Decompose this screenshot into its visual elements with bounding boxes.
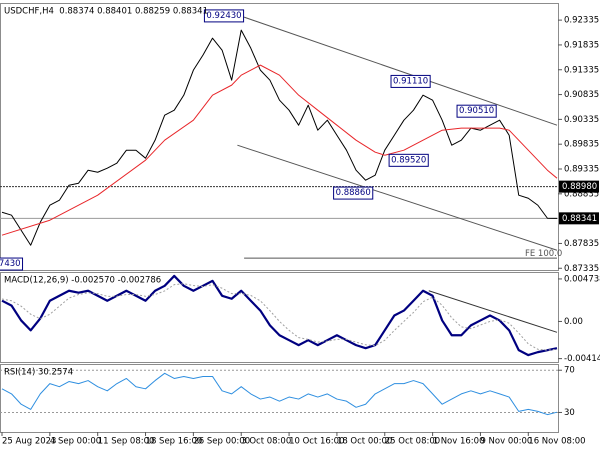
annotation-box [388,153,429,167]
y-tick-label: 0.89835 [564,140,599,150]
y-tick-label: 0.88835 [564,189,599,199]
annotation: FE 100.0 [525,249,562,259]
level-label-box [559,180,599,193]
annotation: 0.91110 [393,76,428,86]
x-tick-label: 18 Sep 16:00 [146,437,203,447]
trend-line [237,144,558,251]
level-label: 0.88341 [562,214,597,224]
annotation-box [203,9,245,23]
x-tick-label: 25 Oct 08:00 [385,437,440,447]
annotation: 0.87430 [0,259,21,269]
annotation-box [0,257,24,271]
y-tick-label: 0.91335 [564,65,599,75]
x-tick-label: 11 Sep 08:00 [98,437,155,447]
pane-title: RSI(14) 30.2574 [4,368,73,378]
x-tick-label: 25 Aug 2023 [2,437,56,447]
series-line [1,274,558,357]
y-tick-label: 30 [564,408,575,418]
pane-frame [0,364,559,433]
pane-title: USDCHF,H4 0.88374 0.88401 0.88259 0.8834… [4,7,208,17]
annotation-box [456,104,497,118]
annotation-box [333,186,374,200]
series-line [1,372,558,416]
x-tick-label: 4 Sep 00:00 [50,437,101,447]
x-tick-label: 1 Nov 16:00 [433,437,485,447]
annotation-box [390,74,431,88]
series-line [1,29,558,246]
pane-title: MACD(12,26,9) -0.002570 -0.002786 [4,276,161,286]
annotation: 0.89520 [391,155,426,165]
level-label: 0.88980 [562,182,597,192]
annotation: 0.92430 [206,11,241,21]
y-tick-label: 0.90835 [564,90,599,100]
x-tick-label: 18 Oct 00:00 [337,437,392,447]
series-line [1,64,558,236]
pane-frame [0,3,559,271]
annotation: 0.90510 [459,106,494,116]
y-tick-label: -0.004144 [564,354,600,364]
x-tick-label: 10 Oct 16:00 [289,437,344,447]
y-tick-label: 0.89335 [564,165,599,175]
pane-frame [0,272,559,363]
y-tick-label: 0.92335 [564,16,599,26]
x-tick-label: 9 Nov 00:00 [480,437,532,447]
y-tick-label: 70 [564,366,575,376]
y-tick-label: 0.87335 [564,264,599,274]
y-tick-label: 0.90335 [564,115,599,125]
trend-line [243,16,558,126]
x-tick-label: 26 Sep 00:00 [193,437,250,447]
y-tick-label: 0.87835 [564,239,599,249]
level-label-box [559,212,599,225]
x-tick-label: 16 Nov 08:00 [528,437,585,447]
trend-line [428,290,558,333]
y-tick-label: 0.91835 [564,40,599,50]
annotation: 0.88860 [336,188,371,198]
y-tick-label: 0.00 [564,317,583,327]
y-tick-label: 0.004738 [564,274,600,284]
series-line [1,283,558,351]
x-tick-label: 3 Oct 08:00 [241,437,291,447]
